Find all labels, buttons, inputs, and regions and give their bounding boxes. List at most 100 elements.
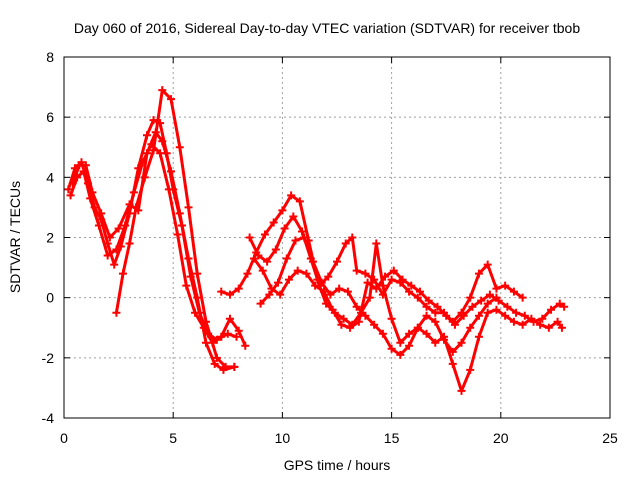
data-point-marker: [210, 359, 219, 368]
data-point-marker: [354, 317, 363, 326]
x-tick-label: 20: [493, 430, 509, 446]
data-point-marker: [333, 257, 341, 266]
data-series: [64, 86, 569, 395]
data-point-marker: [512, 308, 521, 317]
data-point-marker: [405, 287, 414, 296]
data-point-marker: [173, 230, 182, 239]
data-point-marker: [234, 284, 243, 293]
data-point-marker: [88, 188, 97, 197]
data-point-marker: [372, 239, 381, 248]
data-point-marker: [232, 332, 241, 341]
data-point-marker: [269, 218, 278, 227]
data-point-marker: [317, 278, 326, 287]
data-point-marker: [132, 203, 141, 212]
data-point-marker: [278, 206, 287, 215]
data-point-marker: [66, 191, 75, 200]
data-point-marker: [501, 281, 510, 290]
data-point-marker: [538, 314, 547, 323]
data-point-marker: [466, 323, 475, 332]
data-point-marker: [81, 161, 90, 170]
data-point-marker: [557, 323, 566, 332]
data-point-marker: [415, 287, 424, 296]
data-point-marker: [387, 314, 396, 323]
data-point-marker: [263, 257, 272, 266]
data-point-marker: [94, 221, 103, 230]
data-point-marker: [284, 275, 293, 284]
data-point-marker: [156, 149, 165, 158]
data-point-marker: [243, 269, 252, 278]
data-point-marker: [217, 332, 226, 341]
data-point-marker: [335, 284, 344, 293]
data-point-marker: [142, 149, 151, 158]
data-point-marker: [560, 302, 569, 311]
data-point-marker: [311, 281, 320, 290]
data-point-marker: [501, 311, 510, 320]
data-point-marker: [422, 302, 431, 311]
data-point-marker: [509, 287, 518, 296]
data-point-marker: [225, 314, 234, 323]
data-point-marker: [485, 290, 494, 299]
data-point-marker: [271, 245, 280, 254]
data-point-marker: [295, 197, 304, 206]
x-tick-label: 10: [275, 430, 291, 446]
series-track-7: [250, 254, 569, 332]
data-point-marker: [372, 284, 381, 293]
data-point-marker: [308, 257, 317, 266]
data-point-marker: [352, 266, 361, 275]
data-point-marker: [431, 338, 440, 347]
data-point-marker: [381, 272, 390, 281]
data-point-marker: [164, 185, 173, 194]
data-point-marker: [363, 278, 372, 287]
data-point-marker: [341, 239, 350, 248]
data-point-marker: [361, 269, 370, 278]
data-point-marker: [167, 95, 176, 104]
data-point-marker: [440, 335, 449, 344]
data-point-marker: [529, 317, 538, 326]
data-point-marker: [125, 239, 134, 248]
y-tick-label: -2: [42, 350, 55, 366]
data-point-marker: [413, 323, 422, 332]
data-point-marker: [234, 326, 243, 335]
data-point-marker: [300, 233, 309, 242]
data-point-marker: [129, 188, 138, 197]
data-point-marker: [328, 305, 337, 314]
y-axis-label: SDTVAR / TECUs: [7, 181, 23, 293]
data-point-marker: [86, 194, 95, 203]
data-point-marker: [324, 272, 333, 281]
data-point-marker: [547, 305, 556, 314]
data-point-marker: [468, 302, 477, 311]
data-point-marker: [274, 278, 283, 287]
y-tick-label: 4: [46, 169, 54, 185]
data-point-marker: [337, 320, 346, 329]
data-point-marker: [413, 293, 422, 302]
data-point-marker: [112, 245, 121, 254]
data-point-marker: [105, 233, 114, 242]
data-point-marker: [217, 287, 226, 296]
data-point-marker: [175, 143, 184, 152]
series-line: [259, 236, 498, 357]
data-point-marker: [387, 344, 396, 353]
data-point-marker: [448, 347, 457, 356]
data-point-marker: [149, 146, 158, 155]
data-point-marker: [250, 254, 259, 263]
data-point-marker: [112, 308, 121, 317]
data-point-marker: [125, 200, 134, 209]
data-point-marker: [442, 311, 451, 320]
data-point-marker: [140, 173, 149, 182]
data-point-marker: [68, 179, 77, 188]
data-point-marker: [282, 254, 291, 263]
series-line: [69, 142, 247, 348]
data-point-marker: [260, 230, 269, 239]
data-point-marker: [450, 320, 459, 329]
data-point-marker: [193, 293, 202, 302]
data-point-marker: [466, 293, 475, 302]
data-point-marker: [223, 329, 232, 338]
data-point-marker: [158, 86, 167, 95]
data-point-marker: [265, 290, 274, 299]
data-point-marker: [121, 221, 130, 230]
data-point-marker: [474, 269, 483, 278]
data-point-marker: [293, 266, 302, 275]
y-tick-label: 0: [46, 290, 54, 306]
data-point-marker: [483, 299, 492, 308]
